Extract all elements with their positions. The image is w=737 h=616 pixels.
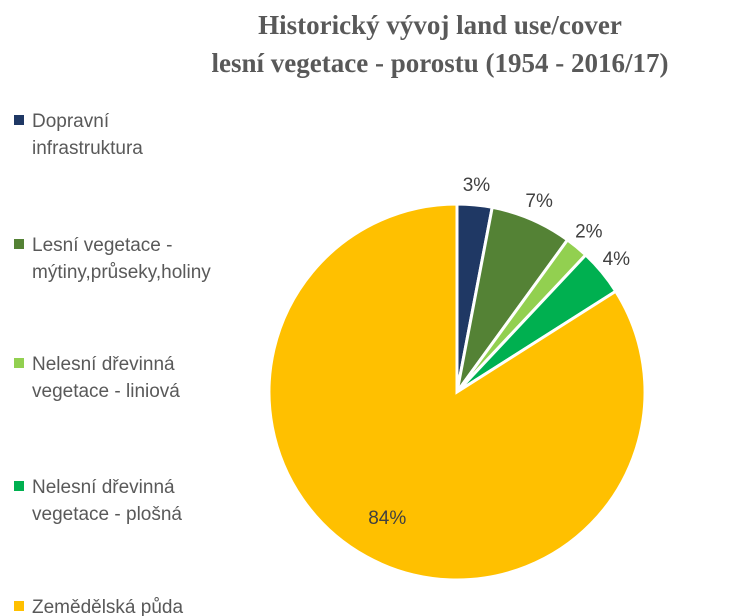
legend-label: Nelesní dřevinná vegetace - liniová xyxy=(32,354,180,402)
data-label: 84% xyxy=(368,508,406,529)
data-label: 4% xyxy=(603,249,631,270)
legend-label: Zemědělská půda xyxy=(32,597,184,616)
chart-title: lesní vegetace - porostu (1954 - 2016/17… xyxy=(211,48,669,78)
legend-swatch xyxy=(14,239,24,249)
legend-swatch xyxy=(14,601,24,611)
legend-swatch xyxy=(14,481,24,491)
data-label: 7% xyxy=(525,191,553,212)
chart-title: Historický vývoj land use/cover xyxy=(258,10,622,40)
legend-item: Dopravní infrastruktura xyxy=(14,108,207,162)
legend-swatch xyxy=(14,115,24,125)
legend-item: Lesní vegetace - mýtiny,průseky,holiny xyxy=(14,232,211,286)
legend-label: Lesní vegetace - mýtiny,průseky,holiny xyxy=(32,235,211,283)
legend-item: Nelesní dřevinná vegetace - liniová xyxy=(14,351,207,405)
legend-label: Dopravní infrastruktura xyxy=(32,111,143,159)
pie-slice xyxy=(267,202,647,582)
legend-swatch xyxy=(14,358,24,368)
legend-item: Nelesní dřevinná vegetace - plošná xyxy=(14,474,207,528)
data-label: 3% xyxy=(463,175,491,196)
legend-label: Nelesní dřevinná vegetace - plošná xyxy=(32,477,182,525)
legend-item: Zemědělská půda xyxy=(14,594,207,616)
data-label: 2% xyxy=(575,222,603,243)
